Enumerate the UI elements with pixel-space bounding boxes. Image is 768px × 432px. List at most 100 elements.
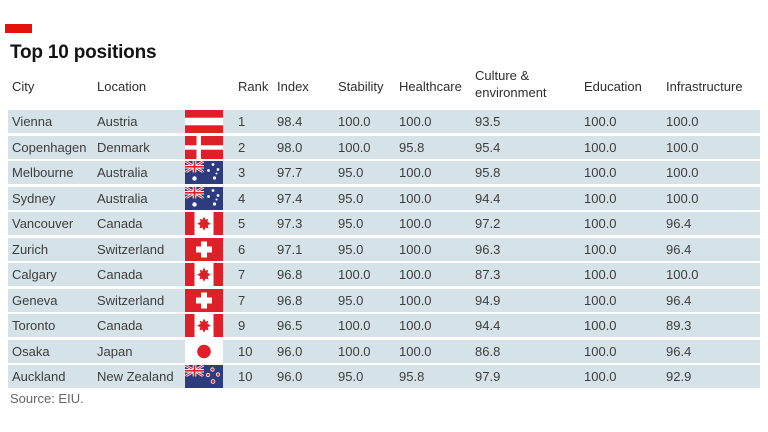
column-header-rank: Rank: [238, 79, 269, 94]
table-row: Toronto Canada 9 96.5 100.0 100.0 94.4 1…: [8, 314, 760, 337]
switzerland-flag-icon: [185, 237, 223, 261]
cell-stability: 95.0: [338, 241, 364, 257]
cell-index: 97.1: [277, 241, 303, 257]
cell-infrastructure: 96.4: [666, 343, 692, 359]
cell-location: Switzerland: [97, 292, 165, 308]
cell-stability: 95.0: [338, 216, 364, 231]
cell-education: 100.0: [584, 318, 617, 333]
cell-index: 96.5: [277, 318, 303, 333]
cell-education: 100.0: [584, 369, 617, 384]
cell-city: Copenhagen: [12, 139, 87, 155]
cell-index: 98.0: [277, 139, 303, 155]
cell-education: 100.0: [584, 292, 617, 308]
cell-culture: 97.2: [475, 216, 501, 231]
cell-education: 100.0: [584, 267, 617, 282]
cell-culture: 96.3: [475, 241, 501, 257]
cell-culture: 94.4: [475, 190, 501, 206]
cell-city: Geneva: [12, 292, 58, 308]
cell-education: 100.0: [584, 241, 617, 257]
column-header-city: City: [12, 79, 35, 94]
cell-infrastructure: 100.0: [666, 139, 699, 155]
switzerland-flag-icon: [185, 288, 223, 312]
cell-stability: 95.0: [338, 190, 364, 206]
cell-healthcare: 100.0: [399, 165, 432, 180]
cell-culture: 95.4: [475, 139, 501, 155]
cell-rank: 6: [238, 241, 246, 257]
japan-flag-icon: [185, 339, 223, 363]
cell-infrastructure: 96.4: [666, 292, 692, 308]
cell-stability: 95.0: [338, 369, 364, 384]
column-header-education: Education: [584, 79, 642, 94]
cell-location: Australia: [97, 190, 148, 206]
cell-city: Vienna: [12, 114, 53, 129]
cell-healthcare: 100.0: [399, 190, 432, 206]
cell-culture: 93.5: [475, 114, 501, 129]
australia-flag-icon: [185, 186, 223, 210]
cell-infrastructure: 100.0: [666, 114, 699, 129]
cell-infrastructure: 100.0: [666, 190, 699, 206]
cell-location: New Zealand: [97, 369, 174, 384]
cell-rank: 10: [238, 369, 253, 384]
cell-rank: 3: [238, 165, 246, 180]
column-header-healthcare: Healthcare: [399, 79, 462, 94]
table-row: Copenhagen Denmark 2 98.0 100.0 95.8 95.…: [8, 135, 760, 159]
cell-rank: 1: [238, 114, 246, 129]
column-header-index: Index: [277, 79, 309, 94]
table-row: Geneva Switzerland 7 96.8 95.0 100.0 94.…: [8, 288, 760, 312]
canada-flag-icon: [185, 263, 223, 286]
cell-rank: 2: [238, 139, 246, 155]
cell-rank: 5: [238, 216, 246, 231]
cell-index: 97.3: [277, 216, 303, 231]
cell-rank: 7: [238, 267, 246, 282]
cell-healthcare: 100.0: [399, 292, 432, 308]
cell-stability: 100.0: [338, 318, 371, 333]
cell-education: 100.0: [584, 139, 617, 155]
denmark-flag-icon: [185, 135, 223, 159]
cell-city: Vancouver: [12, 216, 74, 231]
cell-index: 96.0: [277, 343, 303, 359]
new-zealand-flag-icon: [185, 365, 223, 388]
cell-city: Melbourne: [12, 165, 74, 180]
cell-rank: 10: [238, 343, 253, 359]
cell-location: Canada: [97, 216, 143, 231]
cell-stability: 100.0: [338, 267, 371, 282]
austria-flag-icon: [185, 110, 223, 133]
cell-education: 100.0: [584, 114, 617, 129]
table-row: Osaka Japan 10 96.0 100.0 100.0 86.8 100…: [8, 339, 760, 363]
cell-rank: 7: [238, 292, 246, 308]
cell-education: 100.0: [584, 165, 617, 180]
cell-culture: 87.3: [475, 267, 501, 282]
cell-healthcare: 100.0: [399, 216, 432, 231]
table-row: Vienna Austria 1 98.4 100.0 100.0 93.5 1…: [8, 110, 760, 133]
canada-flag-icon: [185, 212, 223, 235]
accent-red-mark: [5, 24, 32, 33]
cell-infrastructure: 100.0: [666, 165, 699, 180]
cell-rank: 9: [238, 318, 246, 333]
cell-infrastructure: 89.3: [666, 318, 692, 333]
cell-location: Switzerland: [97, 241, 165, 257]
table-row: Sydney Australia 4 97.4 95.0 100.0 94.4 …: [8, 186, 760, 210]
cell-education: 100.0: [584, 190, 617, 206]
cell-culture: 86.8: [475, 343, 501, 359]
cell-infrastructure: 100.0: [666, 267, 699, 282]
cell-healthcare: 95.8: [399, 139, 425, 155]
cell-city: Osaka: [12, 343, 50, 359]
cell-culture: 94.9: [475, 292, 501, 308]
cell-city: Sydney: [12, 190, 56, 206]
cell-city: Toronto: [12, 318, 56, 333]
column-header-location: Location: [97, 79, 147, 94]
cell-infrastructure: 92.9: [666, 369, 692, 384]
page-title: Top 10 positions: [10, 42, 157, 63]
cell-index: 96.8: [277, 267, 303, 282]
cell-location: Canada: [97, 267, 143, 282]
cell-location: Australia: [97, 165, 148, 180]
table-row: Zurich Switzerland 6 97.1 95.0 100.0 96.…: [8, 237, 760, 261]
cell-culture: 97.9: [475, 369, 501, 384]
cell-stability: 100.0: [338, 114, 371, 129]
cell-healthcare: 100.0: [399, 267, 432, 282]
source-note: Source: EIU.: [10, 391, 84, 406]
cell-healthcare: 100.0: [399, 114, 432, 129]
cell-infrastructure: 96.4: [666, 241, 692, 257]
cell-healthcare: 100.0: [399, 318, 432, 333]
